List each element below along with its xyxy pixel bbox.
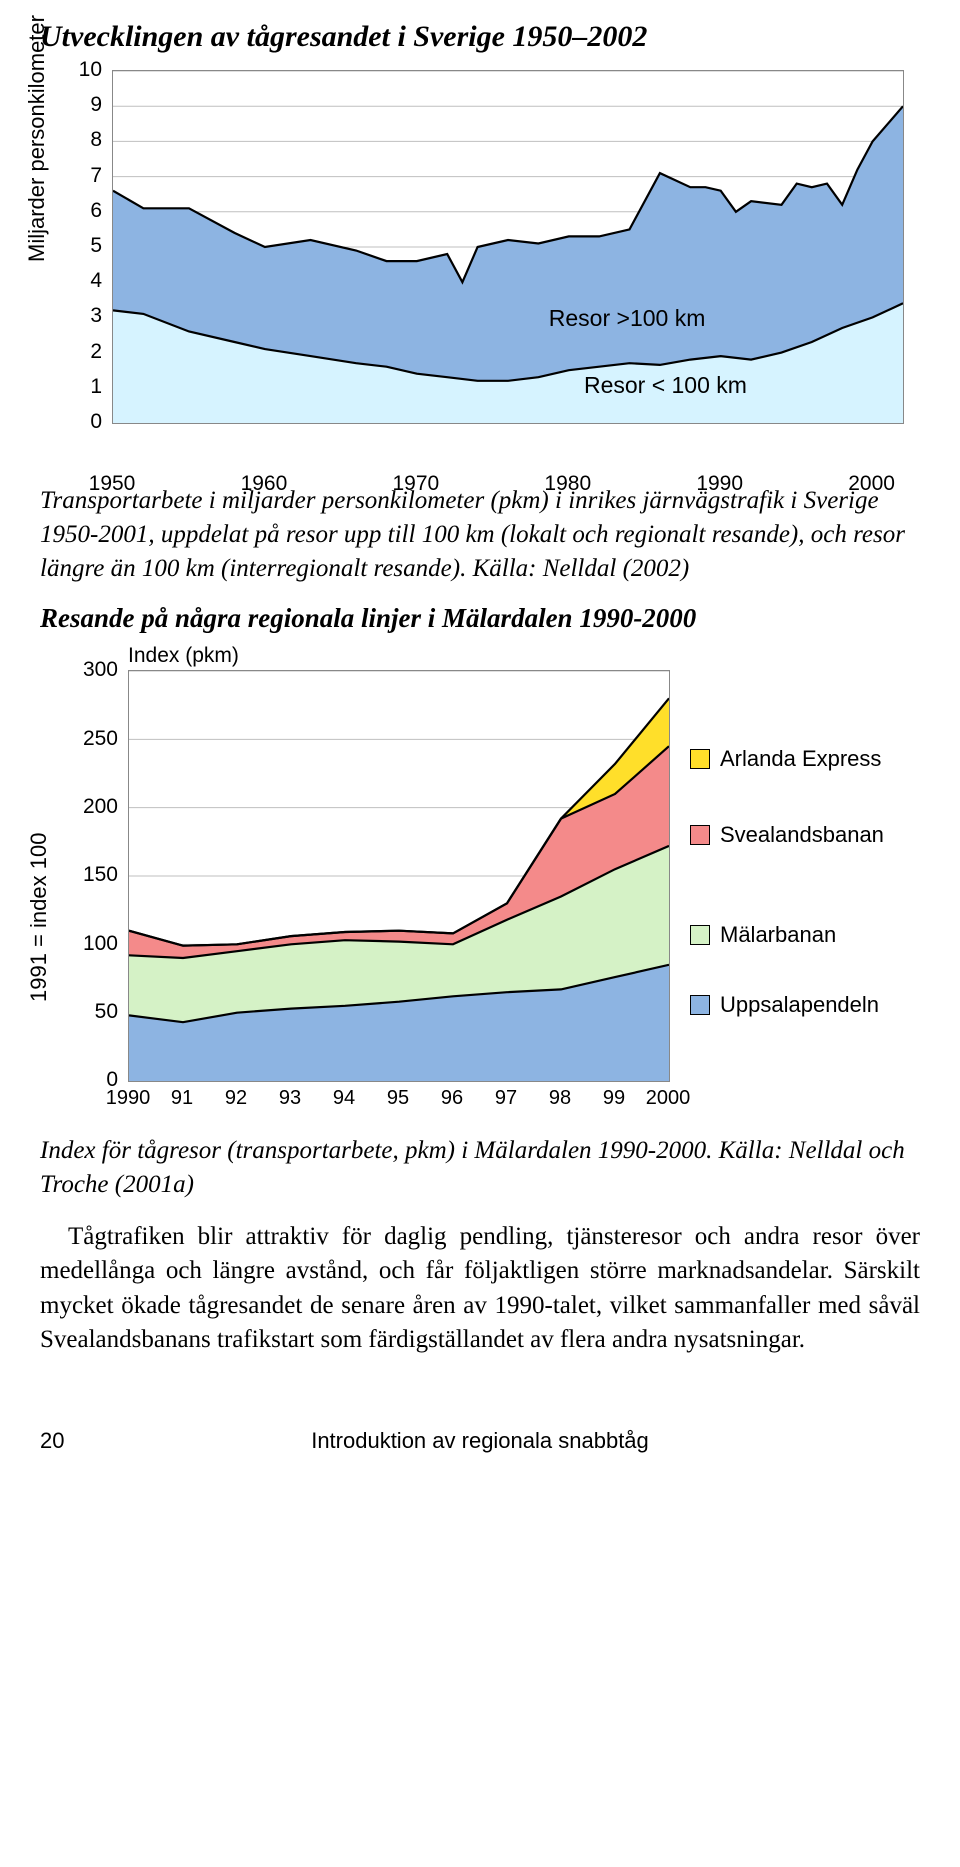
chart1: Miljarder personkilometer 012345678910 R… (40, 62, 920, 472)
caption-1: Transportarbete i miljarder personkilome… (40, 484, 920, 585)
chart1-ylabel: Miljarder personkilometer (24, 15, 50, 262)
chart2: Index (pkm) 1991 = index 100 05010015020… (40, 642, 920, 1122)
footer-title: Introduktion av regionala snabbtåg (110, 1428, 850, 1454)
page-footer: 20 Introduktion av regionala snabbtåg (40, 1428, 920, 1454)
chart2-ylabel: 1991 = index 100 (26, 833, 52, 1002)
body-paragraph: Tågtrafiken blir attraktiv för daglig pe… (40, 1220, 920, 1358)
caption-2: Index för tågresor (transportarbete, pkm… (40, 1134, 920, 1202)
chart2-inner-title: Index (pkm) (128, 644, 239, 668)
page-number: 20 (40, 1428, 110, 1454)
chart2-title-above: Resande på några regionala linjer i Mäla… (40, 603, 920, 634)
chart1-title: Utvecklingen av tågresandet i Sverige 19… (40, 20, 920, 54)
